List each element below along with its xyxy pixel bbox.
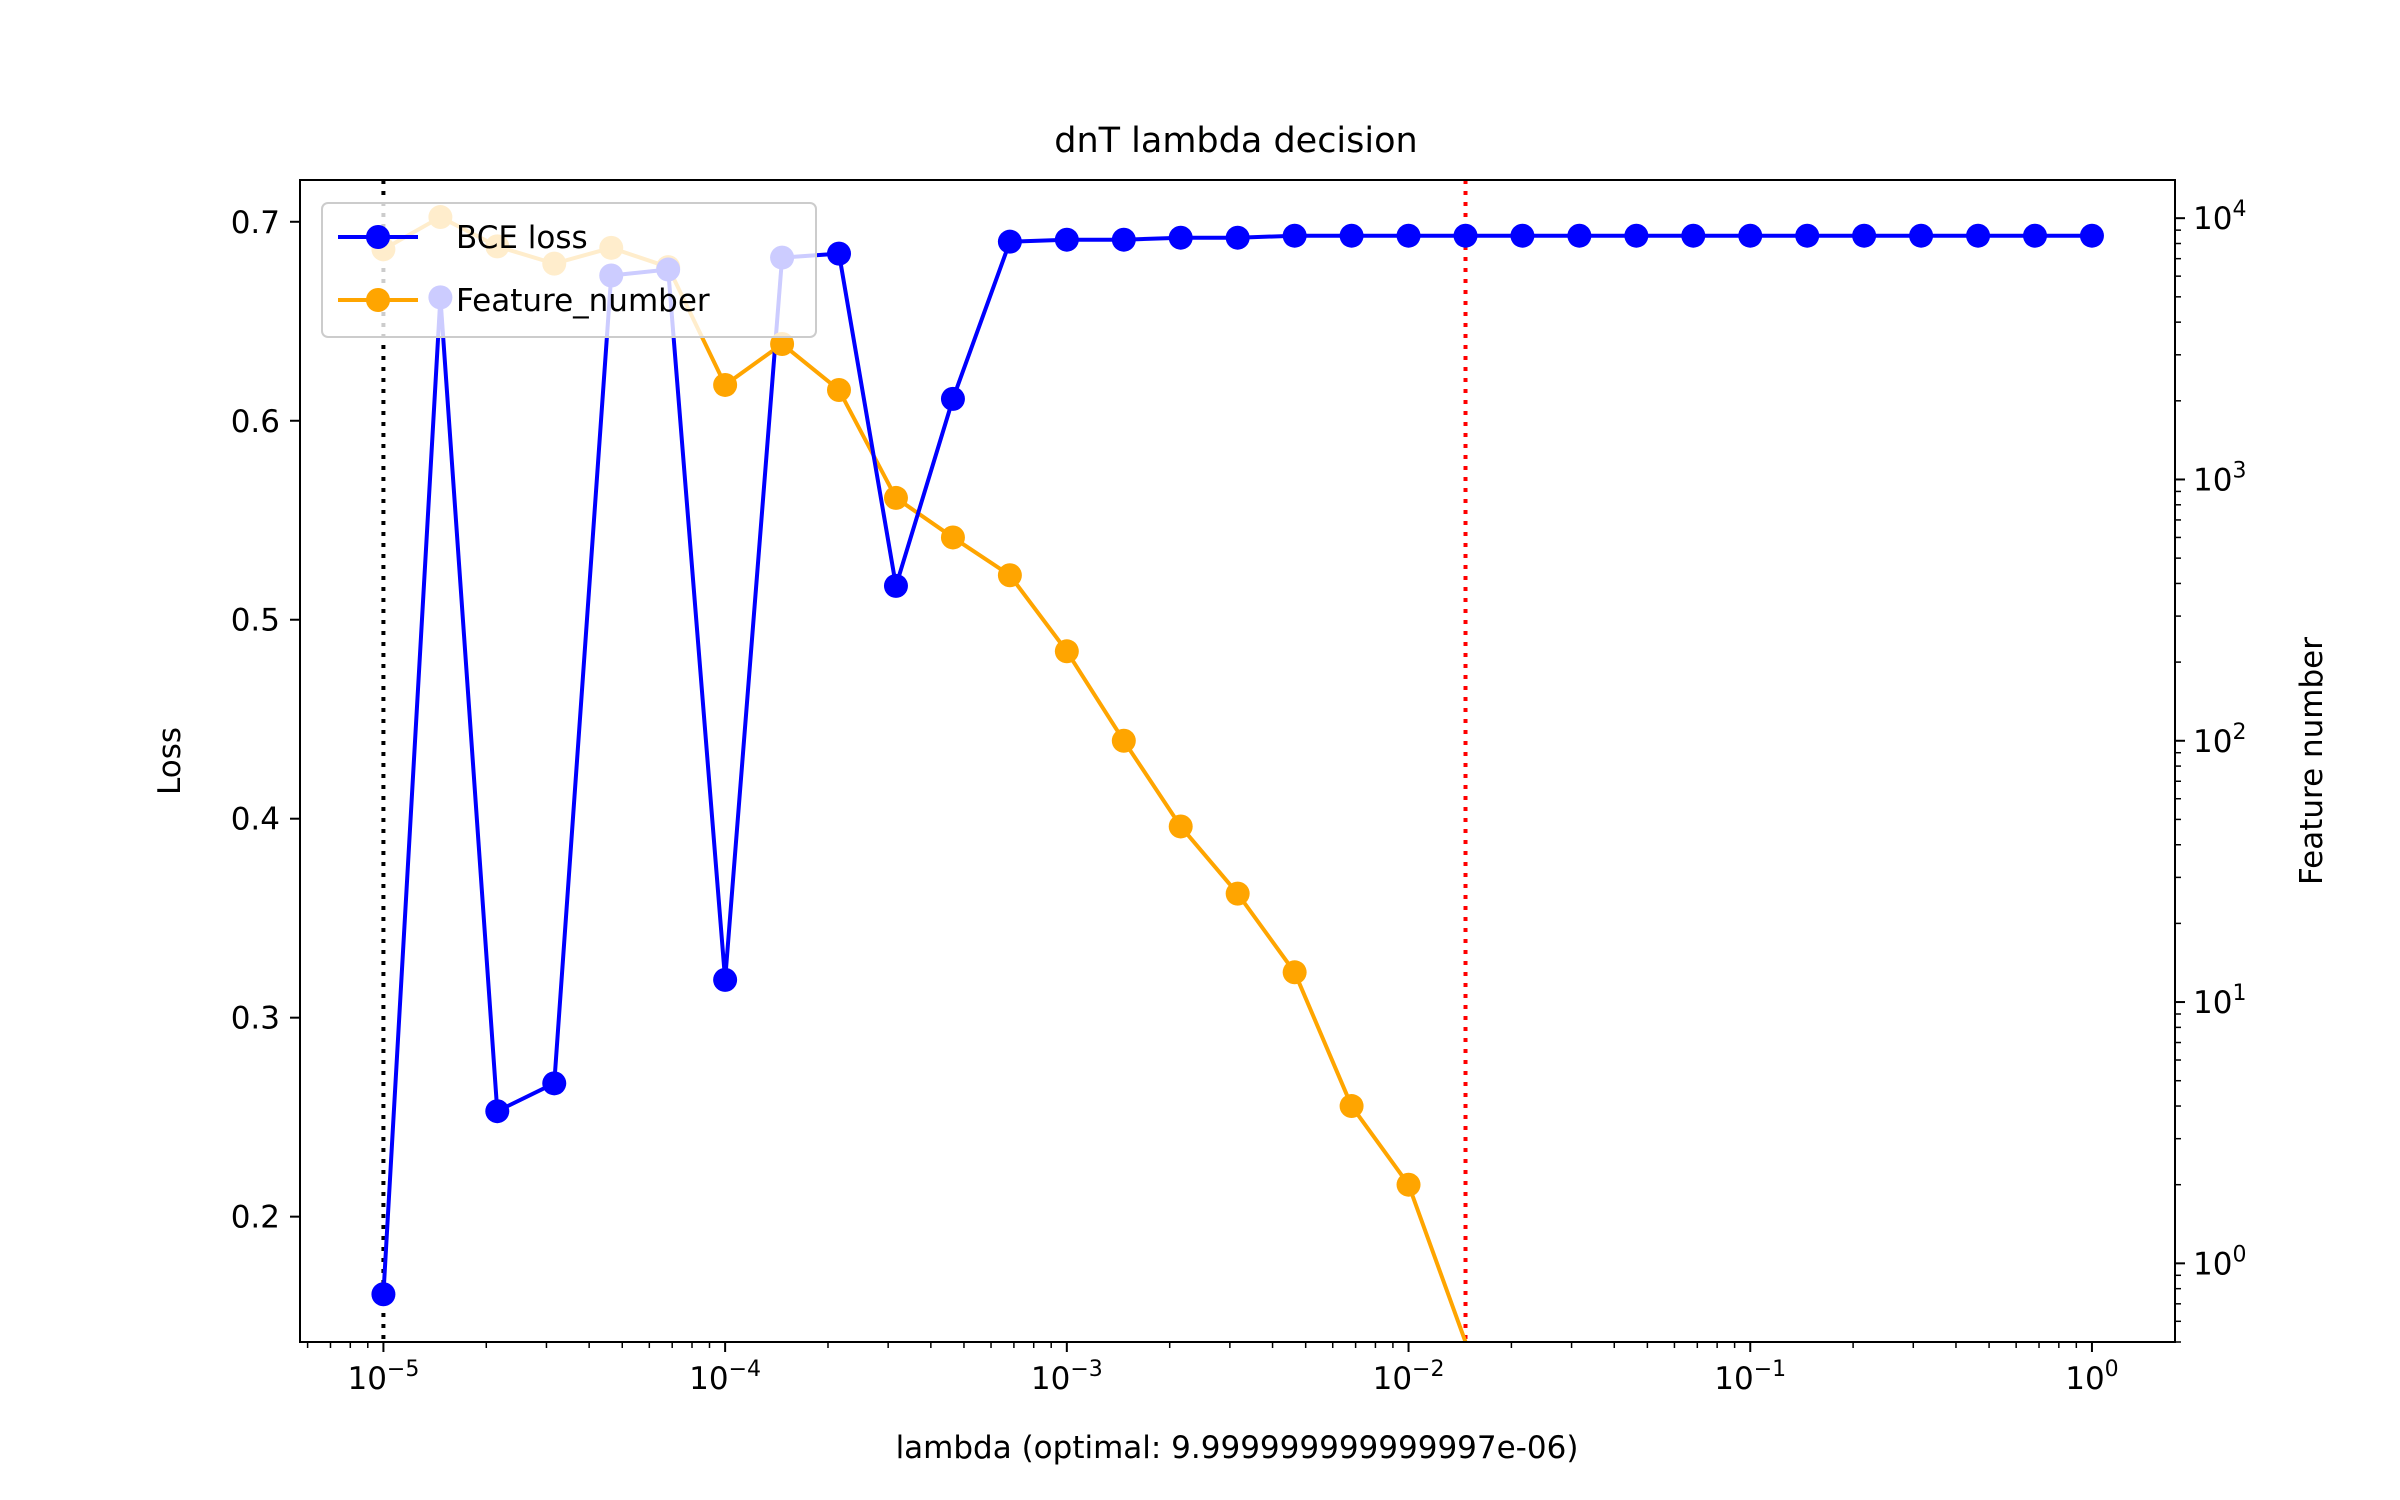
feature-number-point: [1282, 960, 1307, 985]
bce-loss-point: [713, 967, 738, 992]
x-tick-label: 10−5: [347, 1357, 419, 1397]
bce-loss-point: [371, 1282, 396, 1307]
bce-loss-point: [1225, 225, 1250, 250]
bce-loss-point: [1339, 223, 1364, 248]
x-tick-label: 10−2: [1373, 1357, 1445, 1397]
bce-loss-point: [2079, 223, 2104, 248]
legend-entry-feature-number: Feature_number: [338, 283, 710, 319]
feature-number-point: [997, 563, 1022, 588]
legend: BCE loss Feature_number: [321, 202, 817, 338]
y2-axis-label: Feature number: [2294, 637, 2330, 885]
legend-swatch-marker: [366, 288, 390, 312]
legend-swatch-marker: [366, 225, 390, 249]
feature-number-point: [940, 525, 965, 550]
plot-frame: [299, 179, 2176, 1343]
y2-tick-label: 102: [2193, 720, 2246, 760]
bce-loss-point: [1624, 223, 1649, 248]
bce-loss-point: [1795, 223, 1820, 248]
x-axis-label: lambda (optimal: 9.999999999999997e-06): [896, 1430, 1579, 1466]
bce-loss-point: [1453, 223, 1478, 248]
plot-area: [299, 179, 2176, 1343]
bce-loss-point: [1681, 223, 1706, 248]
bce-loss-point: [940, 386, 965, 411]
bce-loss-point: [485, 1099, 510, 1124]
bce-loss-point: [883, 573, 908, 598]
bce-loss-line: [381, 233, 2092, 1295]
bce-loss-point: [826, 241, 851, 266]
feature-number-point: [883, 485, 908, 510]
reference-lines: [381, 180, 1468, 1342]
y2-tick-label: 100: [2193, 1242, 2246, 1282]
legend-label: Feature_number: [456, 283, 710, 319]
series-lines: [381, 215, 2092, 1343]
legend-entry-bce-loss: BCE loss: [338, 220, 588, 256]
feature-number-line: [382, 215, 1468, 1343]
bce-loss-point: [1852, 223, 1877, 248]
y-tick-label: 0.6: [231, 404, 280, 440]
feature-number-point: [1054, 639, 1079, 664]
x-tick-label: 10−3: [1031, 1357, 1103, 1397]
y-tick-label: 0.3: [231, 1001, 280, 1037]
bce-loss-point: [1510, 223, 1535, 248]
bce-loss-point: [1567, 223, 1592, 248]
y2-tick-label: 103: [2193, 458, 2246, 498]
feature-number-point: [1339, 1094, 1364, 1119]
feature-number-point: [1168, 814, 1193, 839]
bce-loss-point: [1966, 223, 1991, 248]
y-tick-label: 0.4: [231, 802, 280, 838]
bce-loss-point: [1396, 223, 1421, 248]
legend-label: BCE loss: [456, 220, 588, 256]
y2-tick-label: 101: [2193, 981, 2246, 1021]
y-axis-label: Loss: [152, 727, 188, 795]
x-tick-label: 10−1: [1714, 1357, 1786, 1397]
series-points: [371, 205, 2104, 1307]
bce-loss-point: [1168, 225, 1193, 250]
bce-loss-point: [1111, 227, 1136, 252]
feature-number-point: [1111, 728, 1136, 753]
y-tick-label: 0.5: [231, 603, 280, 639]
feature-number-point: [1396, 1172, 1421, 1197]
x-tick-label: 100: [2065, 1357, 2118, 1397]
bce-loss-point: [1909, 223, 1934, 248]
feature-number-point: [826, 378, 851, 403]
y-axis-left: 0.2 0.3 0.4 0.5 0.6 0.7: [231, 205, 300, 1236]
y-tick-label: 0.2: [231, 1200, 280, 1236]
bce-loss-point: [997, 229, 1022, 254]
y-tick-label: 0.7: [231, 205, 280, 241]
feature-number-point: [713, 372, 738, 397]
bce-loss-point: [2023, 223, 2048, 248]
x-tick-label: 10−4: [689, 1357, 761, 1397]
bce-loss-point: [1738, 223, 1763, 248]
x-axis: 10−5 10−4 10−3 10−2 10−1 100: [306, 1342, 2119, 1397]
bce-loss-point: [1054, 227, 1079, 252]
y-axis-right: 100 101 102 103 104: [2175, 197, 2246, 1343]
bce-loss-point: [542, 1071, 567, 1096]
bce-loss-point: [1282, 223, 1307, 248]
feature-number-point: [1225, 881, 1250, 906]
legend-frame: [321, 202, 817, 338]
y2-tick-label: 104: [2193, 197, 2246, 237]
chart-title: dnT lambda decision: [1054, 121, 1417, 161]
